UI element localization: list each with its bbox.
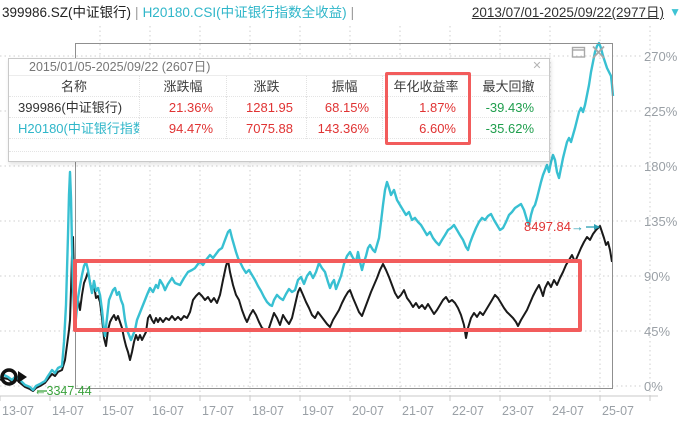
x-axis-tick-label: 23-07 [502, 404, 534, 418]
start-arrow-marker [18, 371, 27, 383]
row-change-pct: 21.36% [139, 97, 226, 118]
y-axis-tick-label: 270% [644, 49, 678, 64]
annualized-return-highlight-box [385, 72, 471, 145]
separator: | [350, 5, 355, 20]
x-axis-tick-label: 25-07 [602, 404, 634, 418]
row-change: 7075.88 [226, 118, 306, 139]
restore-window-icon[interactable] [571, 45, 587, 60]
stats-table: 名称 涨跌幅 涨跌 振幅 年化收益率 最大回撤 399986(中证银行) 21.… [9, 76, 549, 139]
dropdown-icon[interactable]: ▼ [669, 5, 681, 19]
y-axis-tick-label: 135% [644, 214, 678, 229]
col-header-change-pct: 涨跌幅 [139, 76, 226, 97]
x-axis-tick-label: 22-07 [452, 404, 484, 418]
right-arrow-icon: → [571, 219, 584, 234]
y-axis-tick-label: 0% [644, 379, 663, 394]
min-value-label: ←3347.44 [34, 384, 92, 398]
x-axis-tick-label: 20-07 [352, 404, 384, 418]
panel-spacer [9, 139, 549, 152]
row-change-pct: 94.47% [139, 118, 226, 139]
x-axis-tick-label: 15-07 [102, 404, 134, 418]
x-axis-tick-label: 19-07 [302, 404, 334, 418]
date-range-selector[interactable]: 2013/07/01-2025/09/22(2977日) [471, 5, 664, 20]
selection-box [75, 43, 613, 389]
row-change: 1281.95 [226, 97, 306, 118]
annotation-box-flat-range [73, 259, 582, 332]
x-axis-tick-label: 16-07 [152, 404, 184, 418]
max-arrowhead [594, 224, 600, 231]
row-max-drawdown: -39.43% [469, 97, 547, 118]
left-arrow-icon: ← [34, 384, 47, 398]
x-axis-tick-label: 14-07 [52, 404, 84, 418]
col-header-max-drawdown: 最大回撤 [469, 76, 547, 97]
panel-spacer [9, 152, 549, 164]
row-annualized-return: 1.87% [382, 97, 469, 118]
row-max-drawdown: -35.62% [469, 118, 547, 139]
col-header-change: 涨跌 [226, 76, 306, 97]
row-amplitude: 68.15% [306, 97, 382, 118]
x-axis-tick-label: 13-07 [2, 404, 34, 418]
x-axis-tick-label: 18-07 [252, 404, 284, 418]
x-axis-tick-label: 24-07 [552, 404, 584, 418]
max-value-label: 8497.84→ [524, 219, 584, 234]
x-axis-tick-label: 17-07 [202, 404, 234, 418]
row-name: 399986(中证银行) [9, 97, 139, 118]
y-axis-tick-label: 180% [644, 159, 678, 174]
stats-panel: 2015/01/05-2025/09/22 (2607日) ✕ 名称 涨跌幅 涨… [8, 58, 550, 162]
x-axis-tick-label: 21-07 [402, 404, 434, 418]
close-icon[interactable]: ✕ [532, 60, 542, 72]
title-bar: 399986.SZ(中证银行) | H20180.CSI(中证银行指数全收益) | 2… [0, 0, 682, 26]
y-axis-tick-label: 45% [644, 324, 671, 339]
secondary-symbol-label: H20180.CSI(中证银行指数全收益) [142, 5, 347, 20]
col-header-amplitude: 振幅 [306, 76, 382, 97]
stats-range-title: 2015/01/05-2025/09/22 (2607日) [9, 59, 549, 76]
min-value-text: 3347.44 [46, 384, 92, 398]
close-selection-icon[interactable] [591, 45, 607, 60]
row-name: H20180(中证银行指数全收益) [9, 118, 139, 139]
y-axis-tick-label: 225% [644, 104, 678, 119]
row-annualized-return: 6.60% [382, 118, 469, 139]
start-circle-marker [0, 368, 18, 386]
separator: | [135, 5, 139, 20]
series-line-399986[interactable] [0, 225, 613, 392]
col-header-name: 名称 [9, 76, 139, 97]
row-amplitude: 143.36% [306, 118, 382, 139]
series-line-h20180[interactable] [0, 41, 615, 392]
col-header-annualized-return: 年化收益率 [382, 76, 469, 97]
y-axis-tick-label: 90% [644, 269, 671, 284]
max-value-text: 8497.84 [524, 219, 571, 234]
primary-symbol-label: 399986.SZ(中证银行) [2, 5, 132, 20]
